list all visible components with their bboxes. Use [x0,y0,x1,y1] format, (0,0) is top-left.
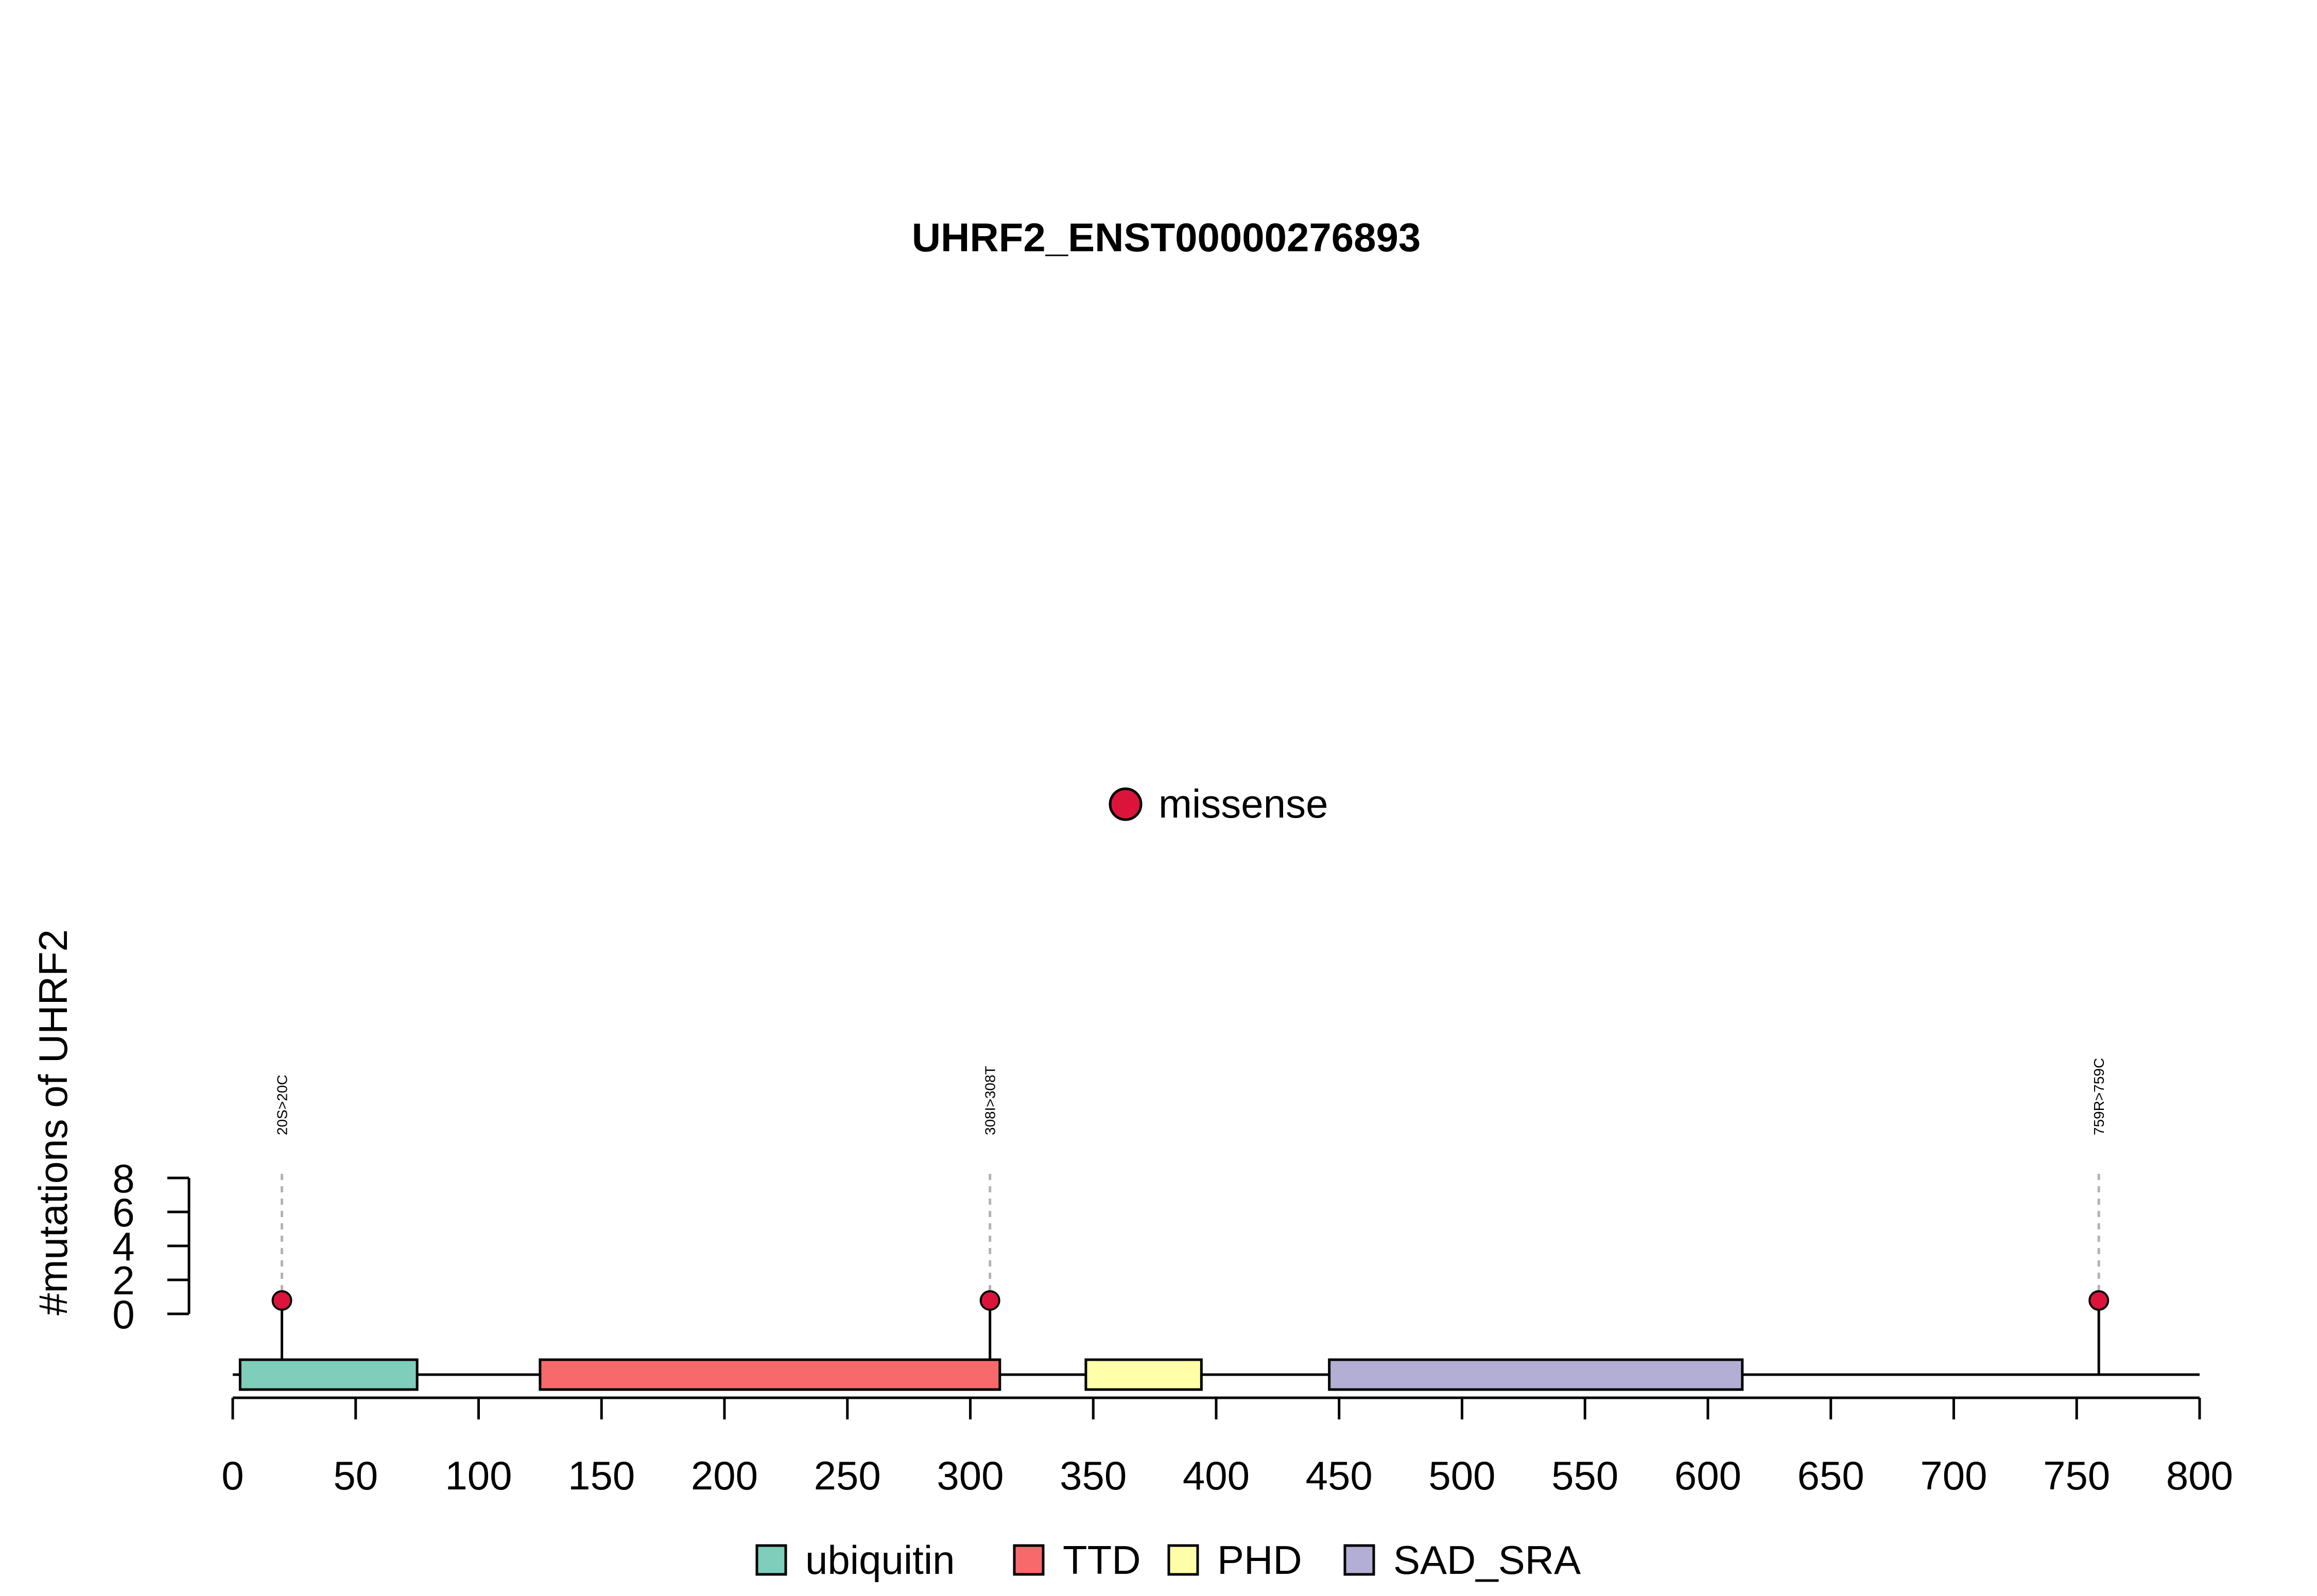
x-tick-label: 800 [2166,1453,2233,1498]
missense-legend-label: missense [1158,781,1328,826]
domain-legend-label: ubiquitin [805,1537,955,1583]
x-tick-label: 50 [333,1453,378,1498]
mutation-point [2088,1290,2109,1311]
y-tick-label: 6 [112,1190,134,1235]
x-tick-label: 100 [445,1453,512,1498]
x-tick-label: 700 [1920,1453,1987,1498]
x-tick-label: 0 [221,1453,244,1498]
x-tick-label: 200 [691,1453,758,1498]
mutation-stems [281,1174,2100,1375]
x-tick-label: 450 [1306,1453,1373,1498]
x-tick-label: 600 [1674,1453,1741,1498]
y-axis-label: #mutations of UHRF2 [30,929,76,1315]
x-tick-label: 300 [937,1453,1004,1498]
domain-legend: ubiquitin TTD PHD SAD_SRA [755,1537,1581,1583]
mutation-points [271,1290,2109,1311]
x-tick-label: 400 [1183,1453,1250,1498]
domain-ubiquitin [238,1358,419,1391]
domain-legend-swatch [1013,1544,1045,1576]
mutation-labels: 20S>20C 308I>308T 759R>759C [274,1058,2107,1135]
mutation-point [271,1290,292,1311]
x-tick-label: 500 [1428,1453,1495,1498]
domain-legend-swatch [1167,1544,1199,1576]
domain-phd [1084,1358,1203,1391]
x-tick-label: 350 [1060,1453,1127,1498]
x-tick-label: 650 [1797,1453,1864,1498]
x-tick-label: 550 [1551,1453,1618,1498]
domain-legend-swatch [755,1544,787,1576]
mutation-point [979,1290,1000,1311]
chart-title: UHRF2_ENST00000276893 [912,215,1421,260]
domain-ttd [539,1358,1001,1391]
y-tick-label: 8 [112,1156,134,1201]
missense-legend-marker [1109,787,1143,821]
mutation-label: 759R>759C [2091,1058,2107,1135]
mutation-label: 308I>308T [982,1066,998,1135]
domain-legend-label: PHD [1217,1537,1302,1583]
x-tick-label: 150 [568,1453,635,1498]
domain-legend-label: SAD_SRA [1393,1537,1581,1583]
domain-legend-swatch [1343,1544,1375,1576]
y-tick-label: 2 [112,1258,134,1303]
y-tick-label: 4 [112,1224,134,1269]
domain-sad-sra [1328,1358,1744,1391]
domain-legend-label: TTD [1063,1537,1141,1583]
mutation-legend: missense [1109,781,1328,826]
x-tick-label: 750 [2043,1453,2110,1498]
x-axis: 0 50 100 150 200 250 300 350 400 450 500 550 600 650 7… [221,1396,2233,1498]
mutation-label: 20S>20C [274,1074,290,1135]
x-tick-label: 250 [814,1453,881,1498]
domain-layer [238,1358,1744,1391]
y-tick-label: 0 [112,1292,134,1337]
